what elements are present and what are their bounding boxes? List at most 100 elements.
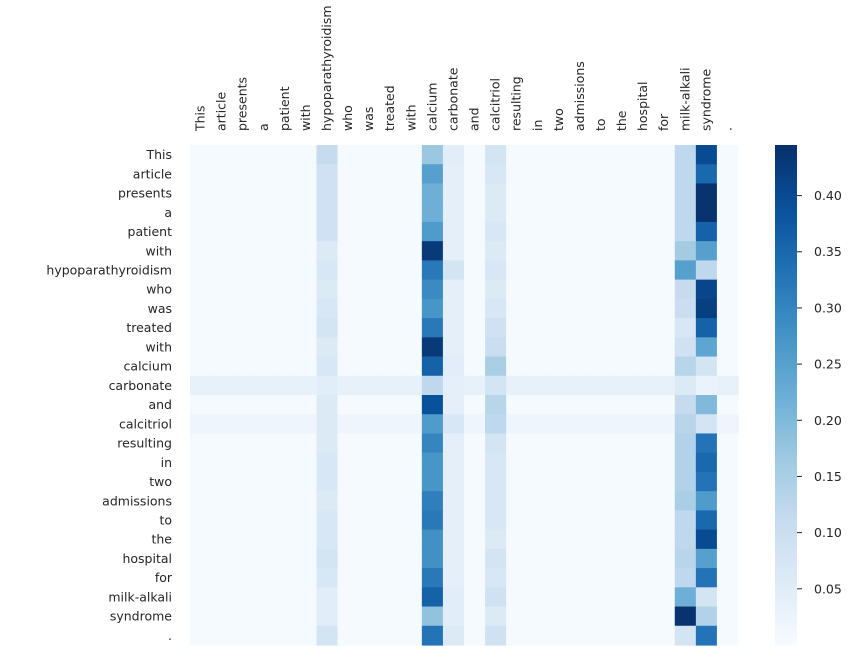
heatmap-cell: [400, 164, 423, 185]
heatmap-cell: [632, 395, 655, 415]
heatmap-cell: [337, 164, 360, 185]
heatmap-cell: [590, 471, 613, 492]
heatmap-cell: [611, 183, 634, 204]
heatmap-cell: [442, 606, 465, 627]
heatmap-cell: [527, 414, 549, 435]
heatmap-cell: [527, 548, 549, 569]
heatmap-cell: [464, 375, 486, 396]
heatmap-cell: [695, 529, 718, 550]
x-tick-label: calcitriol: [488, 78, 503, 131]
heatmap-cell: [316, 414, 339, 435]
heatmap-cell: [632, 510, 655, 531]
heatmap-cell: [211, 491, 233, 511]
heatmap-cell: [548, 356, 570, 377]
heatmap-cell: [358, 491, 381, 511]
heatmap-cell: [421, 221, 444, 242]
heatmap-cell: [358, 606, 381, 627]
heatmap-cell: [611, 318, 634, 338]
heatmap-cell: [527, 471, 549, 492]
heatmap-cell: [421, 414, 444, 435]
heatmap-cell: [379, 587, 402, 608]
heatmap-cell: [379, 279, 402, 300]
heatmap-cell: [190, 433, 212, 454]
heatmap-cell: [590, 606, 613, 627]
heatmap-cell: [190, 279, 212, 300]
heatmap-cell: [253, 568, 275, 588]
heatmap-cell: [548, 433, 570, 454]
heatmap-cell: [295, 529, 318, 550]
heatmap-cell: [337, 202, 360, 223]
heatmap-cell: [358, 471, 381, 492]
heatmap-cell: [590, 298, 613, 319]
x-tick-label: This: [193, 105, 208, 132]
heatmap-cell: [611, 337, 634, 358]
heatmap-cell: [506, 625, 528, 646]
heatmap-cell: [421, 279, 444, 300]
x-tick-label: calcium: [424, 83, 439, 131]
heatmap-cell: [653, 625, 676, 646]
heatmap-cell: [590, 318, 613, 338]
heatmap-cell: [464, 395, 486, 415]
x-tick-label: presents: [235, 77, 250, 131]
heatmap-cell: [485, 625, 507, 646]
heatmap-cell: [211, 587, 233, 608]
heatmap-cell: [274, 279, 296, 300]
heatmap-cell: [337, 375, 360, 396]
heatmap-cell: [674, 356, 697, 377]
heatmap-cell: [232, 202, 254, 223]
heatmap-cell: [274, 491, 296, 511]
heatmap-cell: [295, 606, 318, 627]
heatmap-cell: [379, 298, 402, 319]
heatmap-cell: [716, 510, 739, 531]
heatmap-cell: [274, 356, 296, 377]
heatmap-cell: [716, 337, 739, 358]
heatmap-cell: [442, 375, 465, 396]
heatmap-cell: [337, 337, 360, 358]
heatmap-cell: [232, 164, 254, 185]
heatmap-cell: [211, 452, 233, 473]
x-tick-label: .: [719, 127, 734, 131]
heatmap-cell: [548, 587, 570, 608]
heatmap-cell: [464, 414, 486, 435]
heatmap-cell: [400, 395, 423, 415]
heatmap-cell: [716, 606, 739, 627]
heatmap-cell: [485, 375, 507, 396]
heatmap-cell: [337, 298, 360, 319]
heatmap-cell: [211, 337, 233, 358]
y-tick-label: in: [161, 455, 172, 470]
y-tick-label: the: [151, 532, 172, 547]
heatmap-cell: [632, 145, 655, 165]
heatmap-cell: [695, 510, 718, 531]
heatmap-cell: [716, 298, 739, 319]
heatmap-cell: [506, 529, 528, 550]
heatmap-cell: [611, 529, 634, 550]
heatmap-cell: [421, 548, 444, 569]
y-tick-label: to: [159, 513, 172, 528]
heatmap-cell: [274, 164, 296, 185]
heatmap-cell: [527, 241, 549, 261]
heatmap-cell: [358, 625, 381, 646]
heatmap-cell: [190, 202, 212, 223]
heatmap-cell: [400, 568, 423, 588]
x-tick-label: treated: [382, 85, 397, 131]
heatmap-cell: [674, 221, 697, 242]
heatmap-cell: [527, 260, 549, 281]
heatmap-cell: [506, 510, 528, 531]
heatmap-cell: [569, 414, 592, 435]
heatmap-cell: [190, 164, 212, 185]
heatmap-cell: [421, 510, 444, 531]
heatmap-cell: [442, 279, 465, 300]
heatmap-cell: [506, 318, 528, 338]
heatmap-cell: [211, 529, 233, 550]
x-tick-label: was: [361, 107, 376, 131]
heatmap-cell: [295, 298, 318, 319]
heatmap-cell: [674, 145, 697, 165]
x-tick-label: who: [340, 105, 355, 131]
y-tick-label: presents: [118, 186, 172, 201]
heatmap-cell: [716, 202, 739, 223]
heatmap-cell: [653, 221, 676, 242]
heatmap-cell: [190, 491, 212, 511]
heatmap-cell: [716, 260, 739, 281]
heatmap-cell: [506, 337, 528, 358]
heatmap-cell: [674, 625, 697, 646]
